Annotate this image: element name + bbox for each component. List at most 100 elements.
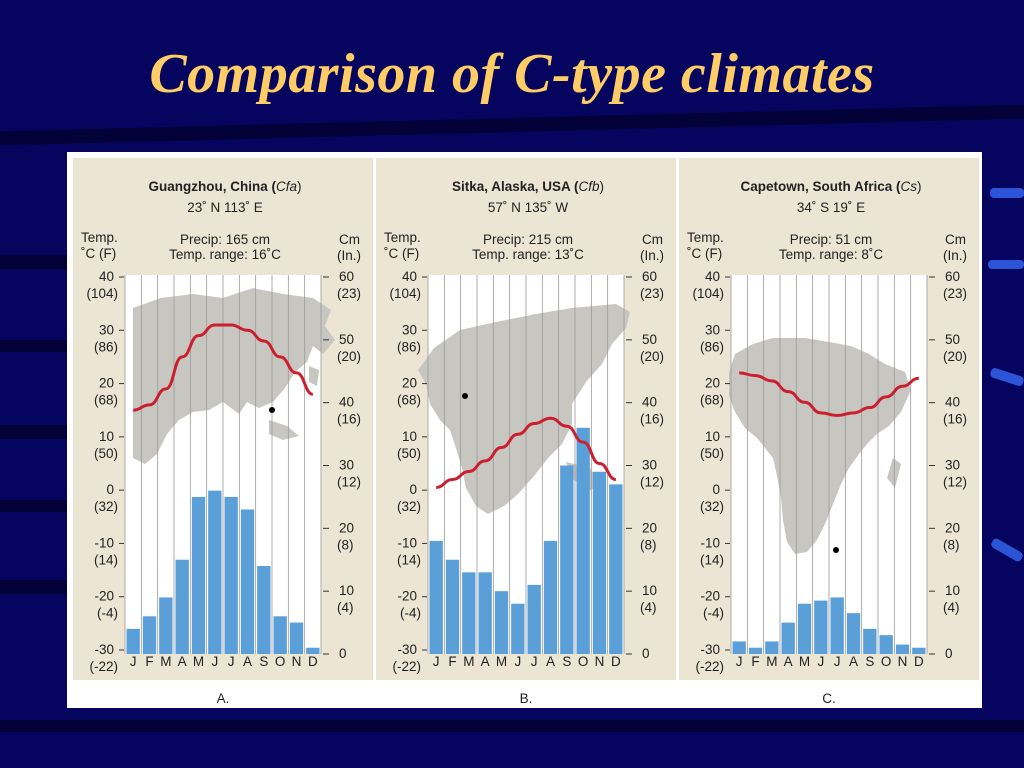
precip-bar [527,584,541,654]
background-stripe [0,720,1024,732]
precip-bar [592,471,607,654]
temp-tick-label-f: (-22) [89,659,118,674]
asia-map [133,288,335,464]
temp-tick-label: 10 [99,429,114,444]
precip-bar [576,427,590,654]
temp-tick-label-f: (14) [700,552,724,567]
precip-bar [478,572,492,654]
temp-tick-label-f: (86) [700,339,724,354]
precip-bar [511,603,525,654]
climograph-panel: Sitka, Alaska, USA (Cfb) 57˚ N 135˚ W Prec… [376,158,676,680]
africa-map [729,338,911,554]
temp-tick-label: -30 [94,642,114,657]
precip-tick-label: 50 [339,332,354,347]
temp-tick-label-f: (32) [397,499,421,514]
precip-bar [462,572,476,654]
temp-tick-label: 0 [106,482,114,497]
temp-range-summary: Temp. range: 13˚C [472,247,584,262]
temp-tick-label-f: (32) [94,499,118,514]
background-stripe [0,500,80,512]
month-label: O [881,654,892,669]
precip-tick-label-in: (23) [943,286,967,301]
precip-tick-label-in: (4) [337,600,354,615]
climograph-panel: Capetown, South Africa (Cs) 34˚ S 19˚ E Pr… [679,158,979,680]
temp-tick-label: 30 [402,322,417,337]
precip-tick-label: 0 [945,646,953,661]
temp-tick-label-f: (68) [700,393,724,408]
station-coordinates: 34˚ S 19˚ E [797,200,865,215]
temp-tick-label-f: (-4) [400,606,421,621]
temp-tick-label-f: (86) [94,339,118,354]
month-label: J [514,654,521,669]
temp-tick-label-f: (50) [94,446,118,461]
precip-bar [240,509,255,654]
background-glow [989,537,1024,563]
temperature-line [133,323,314,412]
temp-tick-label-f: (32) [700,499,724,514]
precip-bar [863,628,877,654]
precip-tick-label-in: (16) [640,412,664,427]
precip-tick-label-in: (12) [337,475,361,490]
background-glow [988,260,1024,269]
temp-tick-label: 30 [705,322,720,337]
background-stripe [0,255,80,269]
temperature-line [739,371,919,418]
temp-tick-label: -10 [397,535,417,550]
precip-bar [912,647,926,654]
background-stripe [0,580,80,594]
precip-bar [273,616,287,654]
month-label: D [308,654,318,669]
month-label: J [531,654,538,669]
temp-tick-label-f: (50) [700,446,724,461]
background-glow [989,366,1024,388]
precip-bar [781,622,795,654]
temp-tick-label: -20 [700,589,720,604]
precip-bar [765,641,779,654]
precip-tick-label-in: (12) [943,475,967,490]
temp-tick-label: 0 [712,482,720,497]
month-label: D [611,654,621,669]
month-label: M [496,654,507,669]
precip-bar [257,566,271,654]
precip-tick-label-in: (8) [640,537,657,552]
month-label: O [275,654,286,669]
station-dot [833,547,839,553]
precip-bar [814,600,828,654]
temperature-line [436,416,617,489]
temp-tick-label: -20 [94,589,114,604]
precip-tick-label-in: (20) [337,349,361,364]
temp-tick-label: -10 [700,535,720,550]
precip-tick-label: 10 [339,583,354,598]
temp-tick-label-f: (-22) [392,659,421,674]
station-coordinates: 23˚ N 113˚ E [187,200,263,215]
background-stripe [0,104,1024,146]
precip-bar [797,603,812,654]
temp-tick-label-f: (104) [692,286,724,301]
temp-tick-label: 20 [99,376,114,391]
precip-bar [224,496,238,654]
precip-tick-label: 30 [945,458,960,473]
temp-tick-label: 40 [99,269,114,284]
month-label: J [211,654,218,669]
north-america-map [418,304,630,514]
precip-tick-label-in: (8) [943,537,960,552]
left-axis-label: ˚C (F) [81,246,116,261]
station-title: Guangzhou, China (Cfa) [148,179,301,194]
temp-tick-label-f: (-22) [695,659,724,674]
right-axis-label: (In.) [943,248,967,263]
precip-tick-label: 30 [339,458,354,473]
precip-bar [175,559,189,654]
precip-tick-label-in: (20) [640,349,664,364]
month-label: F [751,654,759,669]
temp-tick-label-f: (-4) [97,606,118,621]
precip-tick-label: 60 [642,269,657,284]
precip-bar [126,628,140,654]
precip-tick-label: 40 [339,395,354,410]
precip-bar [830,597,844,654]
right-axis-label: Cm [642,232,663,247]
panel-label: C. [822,691,836,706]
month-label: J [817,654,824,669]
precip-tick-label: 50 [642,332,657,347]
precip-tick-label: 0 [339,646,347,661]
month-label: A [849,654,858,669]
